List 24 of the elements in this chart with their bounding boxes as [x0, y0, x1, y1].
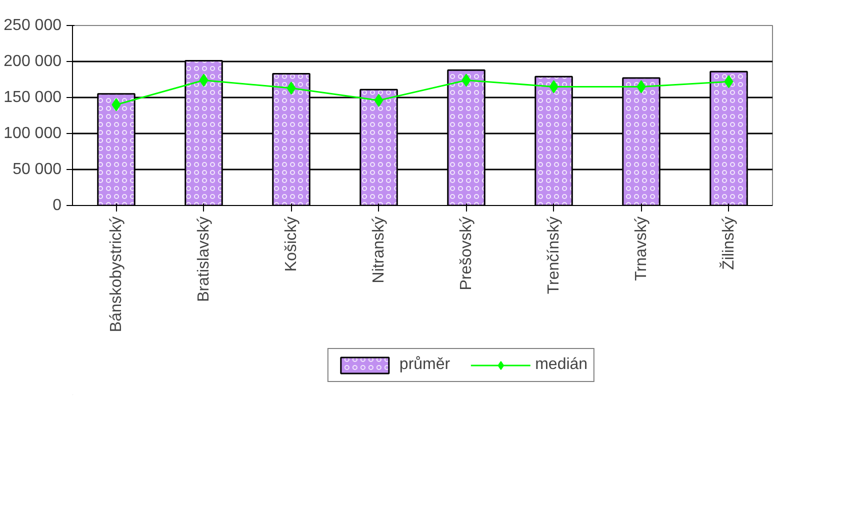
point	[112, 98, 121, 112]
x-tick-label: Bánskobystrický	[108, 216, 125, 332]
point	[724, 75, 734, 88]
y-tick-label: 250 000	[4, 17, 62, 34]
x-tick-label: Nitranský	[370, 216, 388, 284]
x-tick-label: Košický	[282, 216, 300, 272]
point	[549, 80, 558, 94]
x-tick-label: Bratislavský	[195, 216, 212, 302]
x-tick-label: Trnavský	[632, 216, 650, 281]
y-tick-label: 150 000	[4, 89, 62, 106]
x-tick-label: Prešovský	[458, 216, 475, 290]
point	[636, 80, 646, 94]
legend-label: medián	[535, 356, 588, 374]
y-tick-label: 100 000	[4, 125, 62, 142]
point	[199, 74, 208, 87]
y-tick-label: 200 000	[4, 53, 62, 70]
x-tick-label: Žilinský	[719, 216, 738, 270]
y-tick-label: 50 000	[12, 161, 62, 178]
point	[374, 94, 384, 107]
point	[462, 74, 471, 87]
point	[286, 82, 296, 95]
x-tick-label: Trenčínský	[545, 216, 562, 294]
legend-label: průměr	[399, 356, 450, 374]
y-tick-label: 0	[52, 197, 62, 214]
